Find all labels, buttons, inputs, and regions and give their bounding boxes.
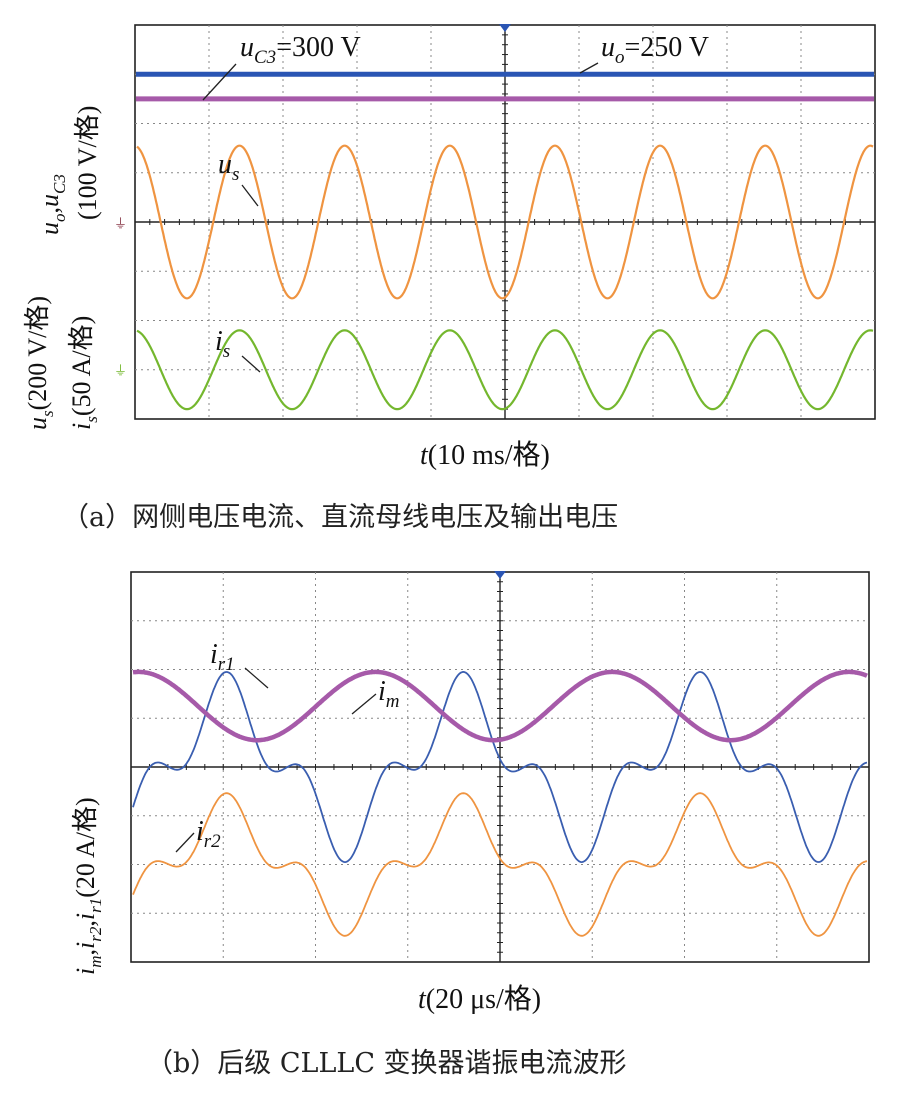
leader-ir2 — [175, 832, 195, 853]
caption-a: （a）网侧电压电流、直流母线电压及输出电压 — [62, 502, 618, 533]
panel-b-trigger-marker — [494, 571, 506, 579]
leader-us — [241, 184, 259, 207]
y-label-is: is(50 A/格) — [67, 316, 101, 430]
y-label-b: im,ir2,ir1(20 A/格) — [71, 797, 105, 975]
trace-is — [136, 329, 874, 411]
leader-im — [351, 693, 377, 715]
trace-us — [136, 144, 874, 300]
panel-a-traces — [136, 71, 874, 411]
panel-a: ⏚ ⏚ uC3=300 V uo=250 V us is uo,uC3 (100… — [23, 24, 876, 533]
label-us: us — [218, 149, 239, 185]
caption-b: （b）后级 CLLLC 变换器谐振电流波形 — [146, 1048, 627, 1079]
trace-ir2 — [132, 792, 868, 937]
y-label-us: us(200 V/格) — [23, 296, 57, 430]
trace-im — [132, 669, 869, 743]
y-label-uo-uC3-var: uo,uC3 — [35, 174, 69, 235]
panel-b: ir1 im ir2 im,ir2,ir1(20 A/格) t(20 μs/格)… — [71, 571, 870, 1079]
x-label-a: t(10 ms/格) — [420, 439, 550, 471]
panel-b-grid — [130, 571, 870, 963]
leader-ir1 — [244, 667, 269, 689]
label-im: im — [378, 676, 400, 712]
y-label-uo-uC3-scale: (100 V/格) — [73, 106, 102, 220]
label-uo: uo=250 V — [601, 32, 709, 68]
label-ir1: ir1 — [210, 639, 235, 675]
x-label-b: t(20 μs/格) — [418, 983, 541, 1015]
label-ir2: ir2 — [196, 816, 221, 852]
leader-is — [241, 355, 261, 373]
panel-a-trigger-marker — [499, 24, 511, 32]
leader-uC3 — [202, 63, 237, 101]
is-ground-marker: ⏚ — [114, 364, 127, 379]
label-is: is — [215, 326, 230, 362]
leader-uo — [579, 62, 599, 74]
label-uC3: uC3=300 V — [240, 32, 361, 68]
panel-b-traces — [132, 669, 869, 937]
us-ground-marker: ⏚ — [114, 217, 127, 232]
